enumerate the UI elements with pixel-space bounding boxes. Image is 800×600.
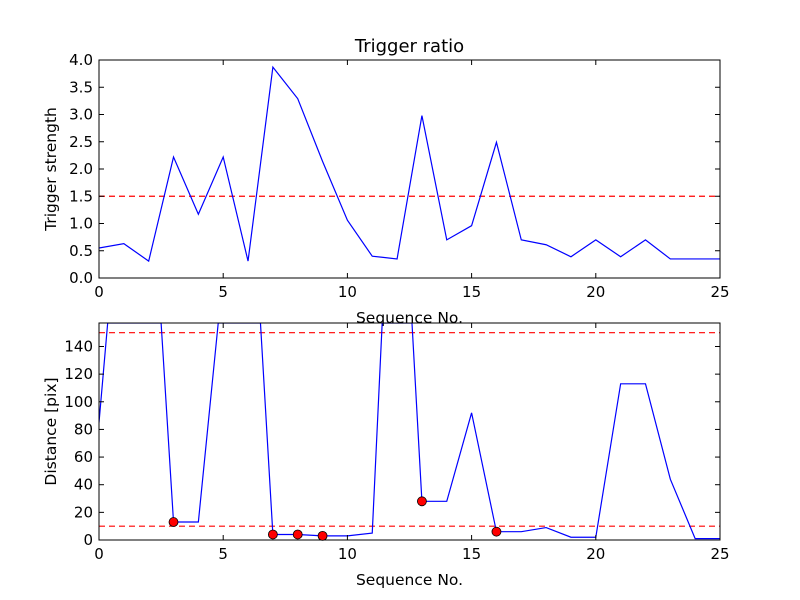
marker-point-0 [168, 517, 179, 527]
y-tick-label: 20 [74, 503, 93, 521]
distance-x-axis-label: Sequence No. [356, 571, 463, 589]
x-tick-label: 25 [710, 283, 729, 301]
y-tick-label: 140 [64, 337, 93, 355]
x-tick-label: 20 [586, 545, 605, 563]
y-tick-label: 0.0 [69, 269, 93, 287]
series-line-0 [99, 323, 720, 540]
y-tick-label: 80 [74, 420, 93, 438]
trigger-ratio-ticks: 0 5 10 15 20 25 0.0 0.5 1.0 1.5 2.0 2.5 3.0 3.5 4.0 [69, 51, 729, 301]
x-tick-label: 5 [218, 545, 228, 563]
x-tick-label: 0 [94, 545, 104, 563]
marker-point-1 [267, 529, 278, 540]
trigger-ratio-title: Trigger ratio [354, 36, 464, 57]
x-tick-label: 0 [94, 283, 104, 301]
y-tick-label: 2.0 [69, 160, 93, 178]
x-tick-label: 10 [338, 545, 357, 563]
trigger-ratio-y-axis-label: Trigger strength [42, 107, 60, 232]
x-tick-label: 15 [462, 283, 481, 301]
distance-ticks: 0 5 10 15 20 25 0 20 40 60 80 100 120 140 [64, 323, 730, 563]
trigger-ratio-x-axis-label: Sequence No. [356, 309, 463, 327]
x-tick-label: 10 [338, 283, 357, 301]
y-tick-label: 60 [74, 448, 93, 466]
y-tick-label: 100 [64, 393, 93, 411]
y-tick-label: 40 [74, 476, 93, 494]
y-tick-label: 1.0 [69, 215, 93, 233]
x-tick-label: 25 [710, 545, 729, 563]
marker-point-3 [317, 530, 328, 541]
distance-axes-frame [98, 322, 721, 541]
trigger-ratio-panel: 0 5 10 15 20 25 0.0 0.5 1.0 1.5 2.0 2.5 3.0 3.5 4.0 Tr… [42, 36, 730, 327]
y-tick-label: 3.5 [69, 78, 93, 96]
series-line-0 [99, 65, 720, 263]
y-tick-label: 0 [83, 531, 93, 549]
y-tick-label: 3.0 [69, 106, 93, 124]
distance-y-axis-label: Distance [pix] [42, 377, 60, 485]
x-tick-label: 15 [462, 545, 481, 563]
y-tick-label: 0.5 [69, 242, 93, 260]
distance-panel: 0 5 10 15 20 25 0 20 40 60 80 100 120 140 Sequence No… [42, 322, 730, 589]
y-tick-label: 120 [64, 365, 93, 383]
y-tick-label: 1.5 [69, 187, 93, 205]
y-tick-label: 4.0 [69, 51, 93, 69]
distance-plot-area [99, 323, 720, 540]
x-tick-label: 20 [586, 283, 605, 301]
trigger-ratio-plot-area [99, 65, 720, 263]
marker-point-5 [491, 526, 502, 537]
y-tick-label: 2.5 [69, 133, 93, 151]
marker-point-2 [292, 529, 303, 540]
x-tick-label: 5 [218, 283, 228, 301]
marker-point-4 [417, 496, 427, 507]
